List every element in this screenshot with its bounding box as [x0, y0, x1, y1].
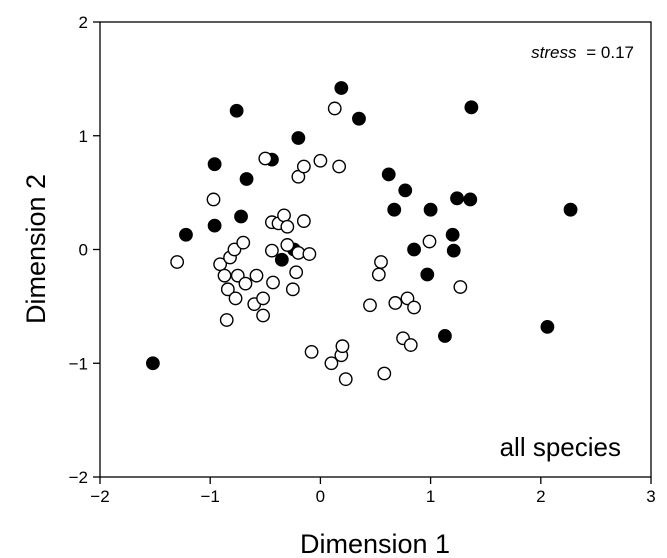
- filled-data-point: [445, 227, 460, 242]
- filled-data-point: [540, 319, 555, 334]
- open-data-point: [332, 159, 347, 174]
- open-data-point: [407, 300, 421, 315]
- filled-data-point: [423, 202, 438, 217]
- filled-data-point: [407, 242, 421, 257]
- open-data-point: [296, 214, 311, 228]
- filled-data-point: [145, 356, 160, 371]
- y-tick-label: −1: [69, 354, 88, 373]
- open-data-point: [304, 344, 319, 359]
- data-points: [145, 81, 578, 387]
- open-data-point: [256, 291, 270, 306]
- filled-data-point: [450, 191, 464, 206]
- plot-area-frame: [99, 21, 652, 478]
- stress-label: stress: [531, 43, 577, 62]
- open-data-point: [277, 208, 291, 223]
- open-data-point: [296, 159, 311, 174]
- x-tick-label: −2: [90, 487, 109, 506]
- open-data-point: [377, 366, 392, 381]
- open-data-point: [258, 151, 273, 166]
- filled-data-point: [446, 243, 461, 258]
- filled-data-point: [463, 192, 478, 207]
- filled-data-point: [207, 157, 222, 172]
- y-tick-label: 1: [79, 127, 88, 146]
- open-data-point: [236, 235, 251, 250]
- filled-data-point: [464, 100, 479, 115]
- open-data-point: [249, 268, 264, 283]
- x-tick-label: 3: [646, 487, 655, 506]
- filled-data-point: [179, 227, 193, 242]
- axis-tick-labels: −2 −1 0 1 2 3 −2 −1 0 1 2: [69, 13, 656, 506]
- filled-data-point: [563, 202, 578, 217]
- filled-data-point: [229, 103, 244, 118]
- x-tick-label: −1: [201, 487, 220, 506]
- filled-data-point: [398, 183, 413, 198]
- filled-data-point: [352, 111, 366, 126]
- filled-data-point: [387, 202, 402, 217]
- panel-label: all species: [500, 432, 621, 462]
- open-data-point: [324, 356, 339, 371]
- open-data-point: [256, 308, 270, 323]
- filled-data-point: [334, 81, 349, 95]
- open-data-point: [403, 338, 418, 352]
- x-tick-label: 2: [536, 487, 545, 506]
- filled-data-point: [274, 252, 289, 267]
- filled-data-point: [381, 167, 396, 182]
- open-data-point: [206, 192, 221, 207]
- stress-annotation: stress = 0.17: [531, 43, 634, 62]
- x-tick-label: 1: [426, 487, 435, 506]
- y-tick-label: 0: [79, 241, 88, 260]
- open-data-point: [327, 101, 342, 116]
- y-tick-label: −2: [69, 468, 88, 487]
- filled-data-point: [239, 172, 254, 186]
- filled-data-point: [234, 209, 248, 224]
- open-data-point: [422, 234, 437, 249]
- open-data-point: [363, 298, 377, 313]
- open-data-point: [313, 153, 328, 168]
- open-data-point: [219, 313, 234, 327]
- open-data-point: [388, 296, 403, 310]
- open-data-point: [289, 265, 304, 280]
- open-data-point: [266, 275, 280, 290]
- filled-data-point: [438, 329, 452, 343]
- open-data-point: [265, 243, 279, 258]
- open-data-point: [335, 339, 350, 354]
- stress-value: = 0.17: [586, 43, 634, 62]
- open-data-point: [371, 267, 386, 282]
- open-data-point: [228, 291, 243, 306]
- open-data-point: [400, 291, 415, 306]
- y-axis-title: Dimension 2: [21, 174, 51, 324]
- open-data-point: [374, 255, 388, 269]
- filled-data-point: [291, 131, 306, 145]
- open-data-point: [238, 276, 253, 291]
- x-axis-title: Dimension 1: [300, 529, 450, 558]
- filled-data-point: [420, 267, 435, 282]
- open-data-point: [217, 268, 232, 283]
- axis-ticks: [93, 21, 652, 484]
- open-data-point: [280, 219, 295, 234]
- open-data-point: [285, 282, 300, 297]
- open-data-point: [302, 247, 317, 261]
- x-tick-label: 0: [316, 487, 325, 506]
- open-data-point: [280, 238, 295, 252]
- open-data-point: [338, 372, 353, 387]
- open-data-point: [170, 255, 185, 269]
- open-data-point: [220, 282, 235, 297]
- open-data-point: [453, 280, 468, 294]
- y-tick-label: 2: [79, 13, 88, 32]
- filled-data-point: [207, 218, 222, 233]
